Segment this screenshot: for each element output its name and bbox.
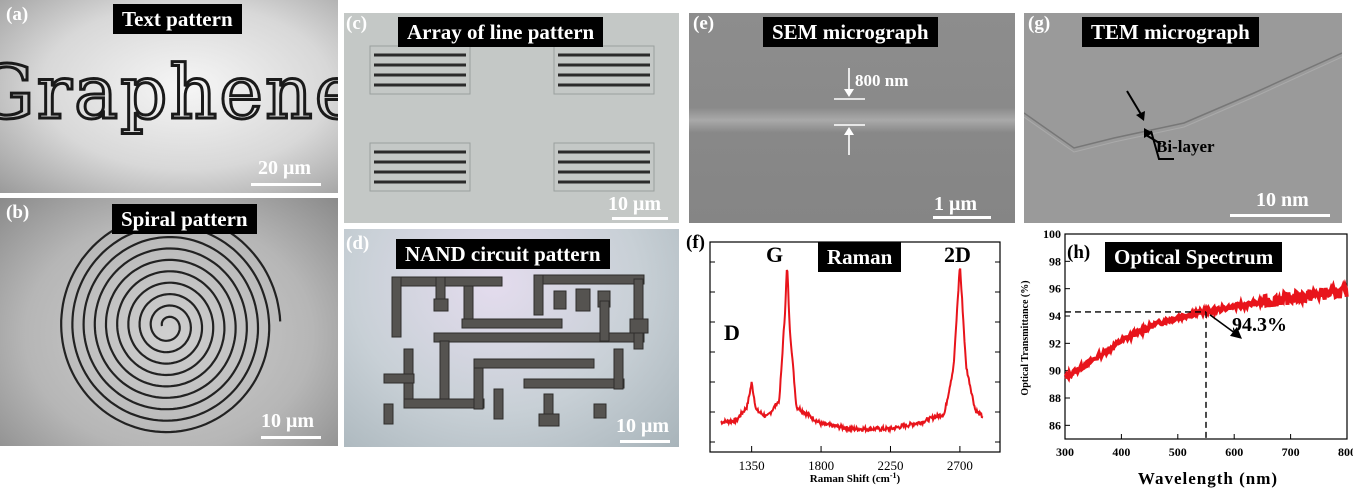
raman-chart: 1350 1800 2250 2700 Raman Shift (cm-1)	[709, 241, 1001, 485]
optic-x-tick-label: 600	[1225, 445, 1243, 459]
panel-label-c: (c)	[346, 13, 368, 34]
panel-label-e: (e)	[693, 13, 715, 34]
optic-marker-arrowhead	[1230, 326, 1242, 339]
sem-dimension-label: 800 nm	[855, 71, 909, 90]
transmittance-value-label: 94.3%	[1232, 314, 1287, 336]
panel-label-f: (f)	[686, 232, 705, 253]
optic-marker-arrow	[1209, 314, 1237, 335]
scale-bar-label-e: 1 μm	[934, 193, 977, 215]
panel-label-d: (d)	[346, 233, 370, 254]
optical-spectrum-chart: 300 400 500 600 700 800 86 88 90 92 94 96 98 100 Wave…	[1020, 228, 1353, 488]
panel-title-h: Optical Spectrum	[1105, 242, 1283, 272]
peak-label-g: G	[766, 242, 784, 267]
scale-bar-a	[251, 183, 321, 186]
panel-title-b: Spiral pattern	[112, 204, 257, 234]
scale-bar-label-c: 10 μm	[608, 193, 661, 215]
optic-x-tick-label: 300	[1056, 445, 1074, 459]
panel-label-b: (b)	[6, 202, 30, 223]
optic-y-tick-label: 86	[1049, 418, 1061, 432]
optic-x-tick-label: 400	[1112, 445, 1130, 459]
raman-x-tick-label: 1350	[739, 458, 765, 473]
raman-x-tick-label: 1800	[808, 458, 834, 473]
panel-title-c: Array of line pattern	[398, 17, 604, 47]
panel-c-line-array: (c) Array of line pattern 10 μm	[344, 13, 679, 223]
graphene-word-image: Graphene	[0, 49, 338, 138]
scale-bar-e	[933, 216, 991, 219]
panel-title-e: SEM micrograph	[763, 17, 938, 47]
panel-a-text-pattern: Graphene (a) Text pattern 20 μm	[0, 0, 338, 193]
optic-y-axis-label: Optical Transmittance (%)	[1020, 280, 1031, 395]
optic-y-tick-label: 88	[1049, 391, 1061, 405]
panel-d-nand-circuit: (d) NAND circuit pattern 10 μm	[344, 229, 679, 447]
optic-y-tick-label: 100	[1043, 228, 1061, 241]
sem-annotation	[834, 68, 865, 155]
panel-g-tem: (g) TEM micrograph Bi-layer 10 nm	[1024, 13, 1342, 223]
raman-x-tick-label: 2700	[947, 458, 973, 473]
raman-plot-frame	[709, 241, 1001, 453]
scale-bar-c	[612, 217, 668, 220]
optic-y-tick-label: 90	[1049, 364, 1061, 378]
tem-annotation	[1024, 52, 1342, 160]
optic-y-tick-label: 94	[1049, 309, 1061, 323]
peak-label-2d: 2D	[944, 242, 971, 267]
bilayer-label: Bi-layer	[1156, 137, 1215, 156]
nand-circuit-image	[383, 274, 649, 427]
panel-label-a: (a)	[6, 4, 29, 25]
scale-bar-d	[620, 440, 670, 443]
panel-label-h: (h)	[1067, 242, 1091, 263]
spiral-image	[60, 213, 282, 434]
optic-x-tick-label: 700	[1282, 445, 1300, 459]
panel-e-sem: (e) SEM micrograph 800 nm 1 μm	[689, 13, 1015, 223]
optic-plot-frame	[1064, 233, 1348, 440]
peak-label-d: D	[724, 320, 740, 345]
raman-series-line	[720, 268, 984, 435]
scale-bar-b	[261, 436, 321, 439]
panel-title-f: Raman	[818, 242, 902, 272]
scale-bar-label-g: 10 nm	[1256, 189, 1309, 211]
panel-f-raman-chart: 1350 1800 2250 2700 Raman Shift (cm-1) (f) …	[682, 228, 1012, 489]
line-array-image	[369, 45, 655, 192]
optic-x-axis-label: Wavelength (nm)	[1138, 469, 1278, 488]
optic-y-tick-label: 98	[1049, 254, 1061, 268]
optic-y-tick-label: 92	[1049, 336, 1061, 350]
optic-y-tick-label: 96	[1049, 282, 1061, 296]
raman-x-tick-label: 2250	[877, 458, 903, 473]
panel-title-a: Text pattern	[113, 4, 242, 34]
optic-x-tick-label: 500	[1169, 445, 1187, 459]
panel-title-d: NAND circuit pattern	[396, 239, 610, 269]
panel-h-optical-spectrum: 300 400 500 600 700 800 86 88 90 92 94 96 98 100 Wave…	[1015, 228, 1353, 489]
scale-bar-label-b: 10 μm	[261, 410, 314, 432]
panel-b-spiral-pattern: (b) Spiral pattern 10 μm	[0, 198, 338, 446]
panel-label-g: (g)	[1028, 13, 1051, 34]
raman-x-axis-label: Raman Shift (cm-1)	[810, 471, 901, 485]
scale-bar-g	[1230, 214, 1330, 217]
scale-bar-label-d: 10 μm	[616, 415, 669, 437]
optic-x-tick-label: 800	[1338, 445, 1353, 459]
scale-bar-label-a: 20 μm	[258, 157, 311, 179]
svg-text:Graphene: Graphene	[0, 50, 338, 136]
panel-title-g: TEM micrograph	[1082, 17, 1259, 47]
